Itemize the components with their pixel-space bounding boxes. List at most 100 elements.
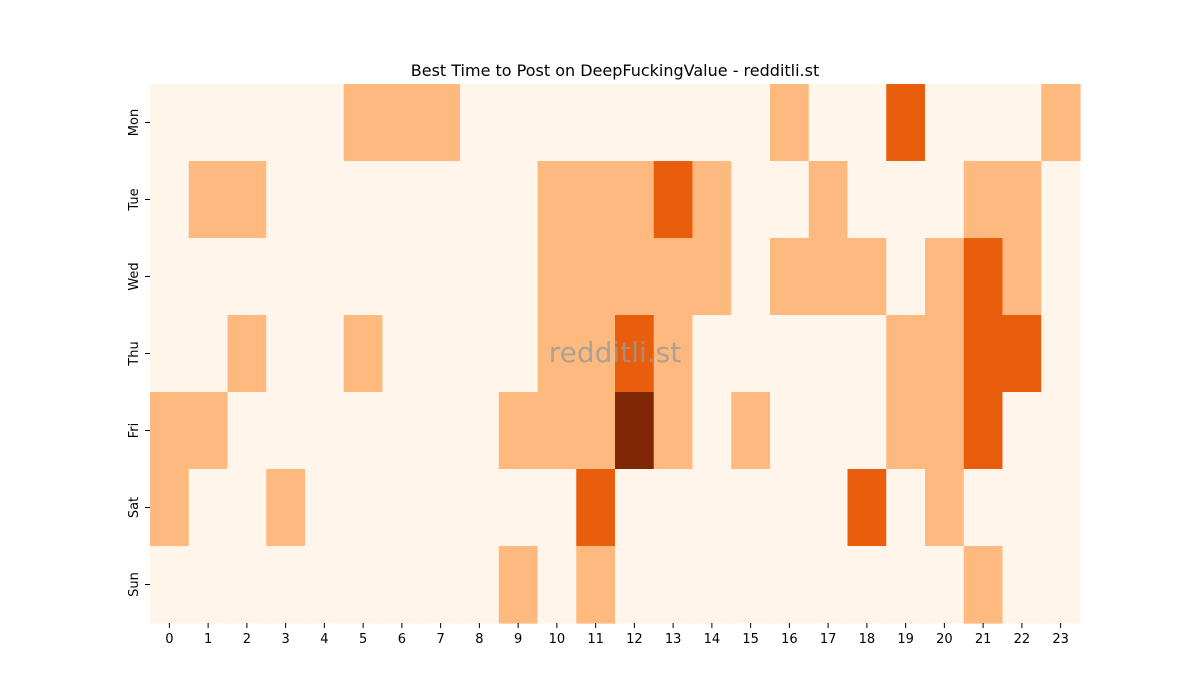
- heatmap-cell: [537, 238, 577, 316]
- x-tick-label: 23: [1052, 632, 1069, 647]
- heatmap-cell: [886, 315, 926, 393]
- heatmap-cell: [808, 238, 849, 316]
- heatmap-cell: [731, 392, 771, 470]
- heatmap-cell: [305, 392, 345, 470]
- heatmap-cell: [653, 392, 694, 470]
- heatmap-cell: [692, 392, 732, 470]
- heatmap-cell: [615, 546, 655, 624]
- heatmap-cell: [188, 315, 229, 393]
- heatmap-cell: [498, 546, 539, 624]
- heatmap-cell: [576, 546, 616, 624]
- heatmap-cell: [150, 315, 190, 393]
- heatmap-cell: [537, 161, 577, 239]
- x-axis: 0 1 2 3 4 5 6 7 8 9 10 11 12 13 14 15 16 17 18 19 20 21 22 23: [165, 623, 1069, 647]
- heatmap-cell: [343, 84, 384, 162]
- heatmap-cell: [537, 84, 577, 162]
- heatmap-cell: [576, 238, 616, 316]
- x-tick-label: 21: [975, 632, 992, 647]
- heatmap-cell: [305, 315, 345, 393]
- x-tick-label: 3: [281, 632, 289, 647]
- heatmap-cell: [615, 238, 655, 316]
- heatmap-cell: [498, 315, 539, 393]
- heatmap-cell: [653, 546, 694, 624]
- x-tick-label: 6: [398, 632, 406, 647]
- heatmap-cell: [692, 161, 732, 239]
- heatmap-cell: [227, 315, 267, 393]
- heatmap-cell: [266, 84, 306, 162]
- x-tick-label: 20: [936, 632, 953, 647]
- heatmap-cell: [343, 546, 384, 624]
- y-tick-label: Thu: [127, 341, 142, 366]
- heatmap-cell: [460, 84, 500, 162]
- heatmap-cell: [692, 238, 732, 316]
- heatmap-cell: [847, 392, 887, 470]
- heatmap-cell: [886, 161, 926, 239]
- heatmap-cell: [653, 161, 694, 239]
- heatmap-cell: [1041, 161, 1081, 239]
- x-tick-label: 1: [204, 632, 212, 647]
- heatmap-cell: [266, 161, 306, 239]
- heatmap-cell: [770, 469, 810, 547]
- heatmap-cell: [963, 546, 1004, 624]
- heatmap-cell: [266, 469, 306, 547]
- heatmap-cell: [150, 392, 190, 470]
- heatmap-cell: [576, 161, 616, 239]
- heatmap-cell: [808, 161, 849, 239]
- heatmap-cell: [305, 469, 345, 547]
- heatmap-cell: [421, 469, 461, 547]
- heatmap-cell: [266, 392, 306, 470]
- heatmap-cell: [188, 161, 229, 239]
- x-tick-label: 9: [514, 632, 522, 647]
- y-axis: Mon Tue Wed Thu Fri Sat Sun: [127, 109, 150, 597]
- heatmap-cell: [1002, 161, 1042, 239]
- heatmap-cell: [266, 315, 306, 393]
- y-tick-label: Tue: [127, 188, 142, 211]
- heatmap-cell: [963, 84, 1004, 162]
- heatmap-cell: [576, 315, 616, 393]
- heatmap-cell: [382, 546, 422, 624]
- heatmap-cell: [382, 315, 422, 393]
- x-tick-label: 15: [742, 632, 759, 647]
- heatmap-cell: [460, 238, 500, 316]
- heatmap-cell: [770, 161, 810, 239]
- heatmap-cell: [1041, 469, 1081, 547]
- heatmap-cell: [1002, 315, 1042, 393]
- heatmap-cell: [421, 546, 461, 624]
- heatmap-cells: [150, 84, 1081, 624]
- heatmap-cell: [847, 84, 887, 162]
- heatmap-cell: [653, 315, 694, 393]
- heatmap-cell: [1041, 546, 1081, 624]
- heatmap-cell: [692, 84, 732, 162]
- heatmap-cell: [460, 469, 500, 547]
- heatmap-cell: [770, 546, 810, 624]
- heatmap-cell: [770, 392, 810, 470]
- heatmap-cell: [925, 546, 965, 624]
- heatmap-cell: [188, 238, 229, 316]
- heatmap-cell: [305, 546, 345, 624]
- heatmap-cell: [421, 392, 461, 470]
- heatmap-cell: [498, 238, 539, 316]
- heatmap-cell: [343, 469, 384, 547]
- heatmap-cell: [963, 238, 1004, 316]
- y-tick-label: Mon: [127, 109, 142, 136]
- heatmap-cell: [808, 315, 849, 393]
- heatmap-cell: [925, 238, 965, 316]
- heatmap-cell: [731, 238, 771, 316]
- heatmap-cell: [770, 315, 810, 393]
- x-tick-label: 11: [587, 632, 604, 647]
- heatmap-cell: [382, 161, 422, 239]
- heatmap-cell: [925, 315, 965, 393]
- x-tick-label: 18: [859, 632, 876, 647]
- heatmap-cell: [150, 84, 190, 162]
- x-tick-label: 22: [1014, 632, 1031, 647]
- heatmap-cell: [305, 161, 345, 239]
- heatmap-cell: [847, 469, 887, 547]
- x-tick-label: 8: [475, 632, 483, 647]
- heatmap-cell: [925, 84, 965, 162]
- x-tick-label: 19: [897, 632, 914, 647]
- heatmap-cell: [460, 161, 500, 239]
- heatmap-cell: [615, 392, 655, 470]
- heatmap-cell: [421, 84, 461, 162]
- heatmap-cell: [498, 469, 539, 547]
- x-tick-label: 16: [781, 632, 798, 647]
